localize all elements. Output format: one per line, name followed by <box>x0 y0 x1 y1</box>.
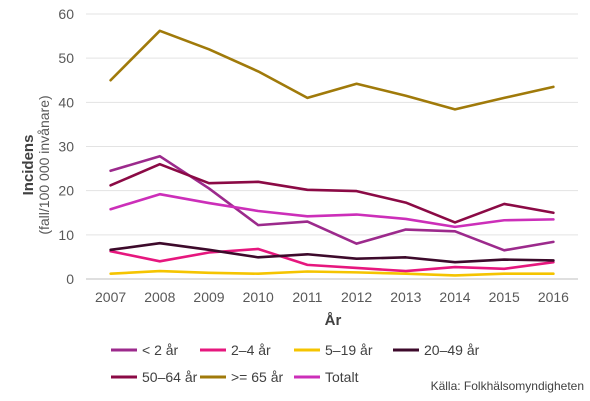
x-tick-label: 2011 <box>292 289 322 305</box>
y-tick-label: 40 <box>58 94 74 110</box>
series-line-3 <box>109 241 555 264</box>
series-line-4 <box>109 162 555 224</box>
y-axis-title: Incidens <box>20 135 37 196</box>
y-axis-subtitle: (fall/100 000 invånare) <box>36 95 52 234</box>
y-tick-label: 30 <box>58 139 74 155</box>
x-tick-label: 2013 <box>390 289 421 305</box>
y-tick-label: 60 <box>58 6 74 22</box>
legend-label: < 2 år <box>142 342 179 358</box>
series-line-6 <box>109 192 555 229</box>
y-tick-label: 0 <box>66 271 74 287</box>
legend: < 2 år 2–4 år 5–19 år 20–49 år 50–64 år >= 65… <box>111 342 480 385</box>
series-lines <box>109 29 555 277</box>
legend-label: Totalt <box>325 369 359 385</box>
legend-label: 5–19 år <box>325 342 373 358</box>
y-tick-label: 10 <box>58 227 74 243</box>
gridlines <box>86 13 578 280</box>
series-line-1 <box>109 247 555 273</box>
source-note: Källa: Folkhälsomyndigheten <box>431 379 584 393</box>
x-tick-labels: 2007 2008 2009 2010 2011 2012 2013 2014 2015 2016 <box>95 289 569 305</box>
x-tick-label: 2014 <box>439 289 470 305</box>
series-line-2 <box>109 269 555 277</box>
x-tick-label: 2015 <box>489 289 520 305</box>
legend-label: 20–49 år <box>424 342 480 358</box>
y-tick-label: 20 <box>58 183 74 199</box>
y-tick-labels: 0 10 20 30 40 50 60 <box>58 6 74 287</box>
x-axis-title: År <box>325 312 342 329</box>
x-tick-label: 2016 <box>538 289 569 305</box>
x-tick-label: 2008 <box>144 289 175 305</box>
y-tick-label: 50 <box>58 50 74 66</box>
x-tick-label: 2010 <box>243 289 274 305</box>
x-tick-label: 2009 <box>193 289 224 305</box>
x-tick-label: 2007 <box>95 289 126 305</box>
legend-label: 50–64 år <box>142 369 198 385</box>
legend-label: 2–4 år <box>231 342 271 358</box>
series-line-5 <box>109 29 555 111</box>
x-tick-label: 2012 <box>341 289 372 305</box>
legend-label: >= 65 år <box>231 369 283 385</box>
